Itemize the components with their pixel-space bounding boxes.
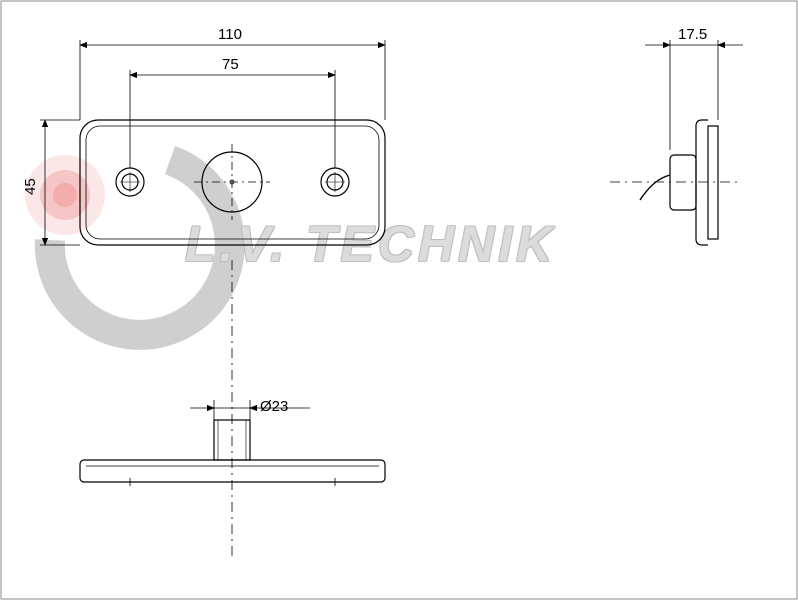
dimension-75 <box>130 70 335 168</box>
dimension-110 <box>80 40 385 120</box>
bottom-view <box>80 260 385 560</box>
dimension-phi23 <box>190 400 310 420</box>
dim-value-45: 45 <box>22 178 39 195</box>
dim-value-75: 75 <box>222 56 239 73</box>
dimension-45 <box>40 120 80 245</box>
front-view <box>80 120 385 245</box>
side-view <box>610 120 740 245</box>
dim-value-110: 110 <box>218 26 242 43</box>
dim-value-17-5: 17.5 <box>678 26 707 43</box>
technical-drawing <box>0 0 798 600</box>
dimension-17-5 <box>645 40 743 150</box>
dim-value-phi23: Ø23 <box>260 398 288 415</box>
